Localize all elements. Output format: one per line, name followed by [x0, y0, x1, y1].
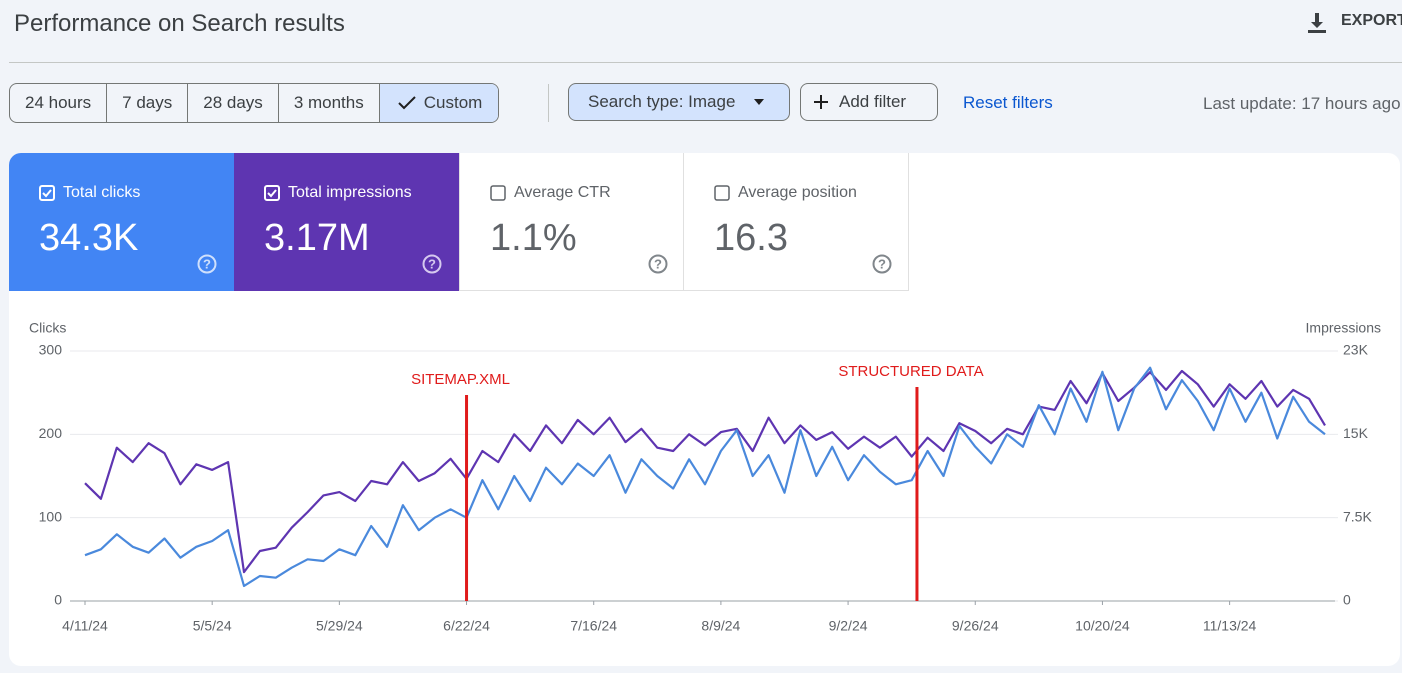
y2-tick-label: 23K: [1343, 342, 1369, 358]
metric-card[interactable]: Average position 16.3 ?: [684, 153, 909, 291]
page-title: Performance on Search results: [14, 10, 345, 37]
reset-filters-link[interactable]: Reset filters: [963, 93, 1053, 112]
separator: [548, 84, 549, 122]
search-type-label: Search type: Image: [588, 92, 736, 111]
y2-tick-label: 15K: [1343, 425, 1369, 441]
series-line: [84, 369, 1326, 574]
date-range-group: 24 hours 7 days 28 days 3 months Custom: [9, 83, 500, 123]
date-range-button[interactable]: Custom: [379, 84, 499, 122]
metric-value: 3.17M: [264, 217, 370, 259]
help-icon[interactable]: ?: [422, 254, 442, 274]
help-icon[interactable]: ?: [197, 254, 217, 274]
search-type-chip[interactable]: Search type: Image: [568, 83, 790, 121]
x-tick-label: 9/26/24: [952, 618, 999, 634]
svg-text:?: ?: [428, 256, 436, 271]
metric-label: Total impressions: [288, 184, 412, 201]
annotation-label: SITEMAP.XML: [411, 371, 510, 388]
check-icon: [398, 96, 416, 110]
dropdown-icon: [754, 99, 765, 105]
date-range-button[interactable]: 7 days: [107, 84, 189, 122]
metric-card[interactable]: Total impressions 3.17M ?: [234, 153, 459, 291]
plus-icon: [814, 95, 828, 109]
y-tick-label: 100: [39, 508, 63, 524]
metric-label: Average position: [738, 184, 857, 201]
export-button[interactable]: EXPORT: [1341, 12, 1402, 29]
svg-text:?: ?: [203, 256, 211, 271]
metric-value: 1.1%: [490, 217, 577, 259]
x-tick-label: 6/22/24: [443, 618, 490, 634]
add-filter-button[interactable]: Add filter: [800, 83, 938, 121]
svg-text:?: ?: [878, 256, 886, 271]
annotation-label: STRUCTURED DATA: [838, 363, 983, 380]
add-filter-label: Add filter: [839, 92, 907, 111]
x-tick-label: 7/16/24: [570, 618, 617, 634]
checkbox[interactable]: [714, 185, 730, 201]
x-tick-label: 5/29/24: [316, 618, 363, 634]
x-tick-label: 4/11/24: [62, 618, 108, 634]
series-line: [84, 366, 1326, 588]
x-tick-label: 8/9/24: [701, 618, 740, 634]
metric-label: Total clicks: [63, 184, 141, 201]
metric-card[interactable]: Total clicks 34.3K ?: [9, 153, 234, 291]
download-icon[interactable]: [1306, 12, 1326, 34]
y2-tick-label: 7.5K: [1343, 508, 1372, 524]
x-tick-label: 9/2/24: [829, 618, 868, 634]
svg-text:?: ?: [654, 256, 662, 271]
checkbox[interactable]: [490, 185, 506, 201]
y2-tick-label: 0: [1343, 592, 1351, 608]
metric-value: 16.3: [714, 217, 788, 259]
y-tick-label: 0: [54, 592, 62, 608]
y2-axis-title: Impressions: [1306, 320, 1381, 336]
x-tick-label: 5/5/24: [193, 618, 232, 634]
y-axis-title: Clicks: [29, 320, 66, 336]
y-tick-label: 200: [39, 425, 63, 441]
date-range-button[interactable]: 24 hours: [10, 84, 108, 122]
metric-card[interactable]: Average CTR 1.1% ?: [459, 153, 684, 291]
date-range-button[interactable]: 3 months: [279, 84, 380, 122]
metric-label: Average CTR: [514, 184, 611, 201]
checkbox[interactable]: [39, 185, 55, 201]
metric-value: 34.3K: [39, 217, 139, 259]
help-icon[interactable]: ?: [872, 254, 892, 274]
x-tick-label: 10/20/24: [1075, 618, 1130, 634]
checkbox[interactable]: [264, 185, 280, 201]
last-update: Last update: 17 hours ago: [1203, 94, 1401, 113]
date-range-label: Custom: [423, 93, 483, 112]
date-range-button[interactable]: 28 days: [188, 84, 279, 122]
help-icon[interactable]: ?: [648, 254, 668, 274]
divider: [9, 62, 1402, 63]
x-tick-label: 11/13/24: [1203, 618, 1257, 634]
y-tick-label: 300: [39, 342, 63, 358]
